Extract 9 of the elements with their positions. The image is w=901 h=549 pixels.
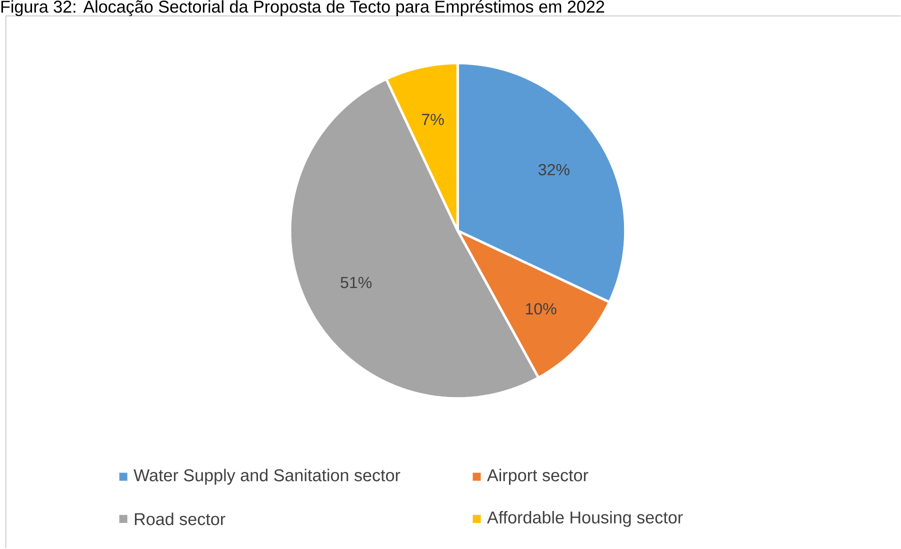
legend-label: Water Supply and Sanitation sector bbox=[134, 469, 400, 485]
data-label: 32% bbox=[538, 164, 570, 176]
data-label: 7% bbox=[422, 114, 444, 126]
legend-label: Affordable Housing sector bbox=[487, 511, 683, 528]
legend-label: Airport sector bbox=[487, 469, 588, 485]
chart-title: Figura 32: Alocação Sectorial da Proposta de Tecto para Empréstimos em 2022 bbox=[1, 0, 604, 16]
data-label: 51% bbox=[340, 277, 372, 288]
legend-label: Road sector bbox=[134, 512, 226, 526]
data-label: 10% bbox=[526, 303, 556, 315]
